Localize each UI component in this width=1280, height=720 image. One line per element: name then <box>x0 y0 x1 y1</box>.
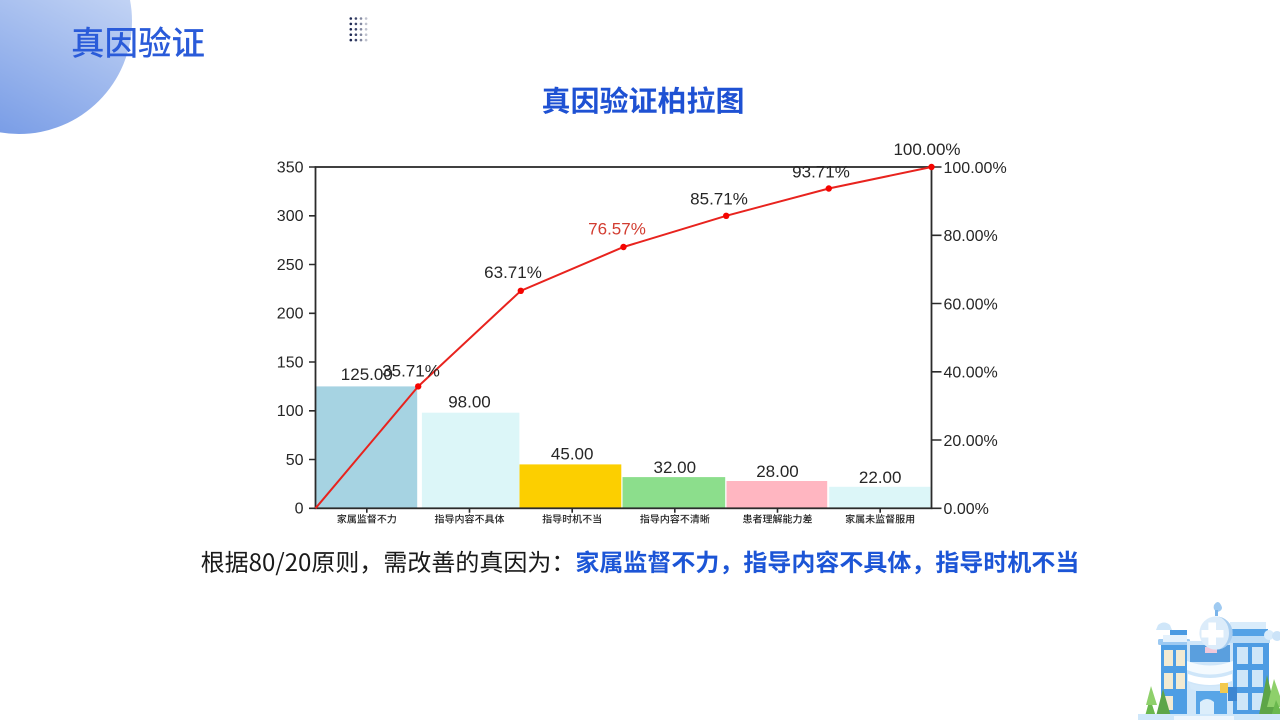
svg-text:125.00: 125.00 <box>341 365 393 384</box>
svg-text:100.00%: 100.00% <box>893 140 960 159</box>
svg-text:200: 200 <box>277 306 304 323</box>
svg-text:0.00%: 0.00% <box>944 501 989 518</box>
svg-text:100.00%: 100.00% <box>944 160 1007 177</box>
svg-text:80.00%: 80.00% <box>944 228 998 245</box>
svg-text:300: 300 <box>277 208 304 225</box>
svg-text:100: 100 <box>277 403 304 420</box>
svg-text:93.71%: 93.71% <box>792 163 850 182</box>
svg-text:63.71%: 63.71% <box>484 263 542 282</box>
svg-text:45.00: 45.00 <box>551 445 594 464</box>
svg-text:20.00%: 20.00% <box>944 433 998 450</box>
svg-text:350: 350 <box>277 159 304 176</box>
svg-text:40.00%: 40.00% <box>944 365 998 382</box>
svg-text:250: 250 <box>277 257 304 274</box>
svg-text:22.00: 22.00 <box>859 468 902 487</box>
svg-text:85.71%: 85.71% <box>690 190 748 209</box>
svg-text:98.00: 98.00 <box>448 393 491 412</box>
svg-text:60.00%: 60.00% <box>944 296 998 313</box>
svg-text:32.00: 32.00 <box>654 458 697 477</box>
svg-text:76.57%: 76.57% <box>588 220 646 239</box>
svg-text:50: 50 <box>286 452 304 469</box>
svg-text:28.00: 28.00 <box>756 462 799 481</box>
svg-text:150: 150 <box>277 354 304 371</box>
svg-text:35.71%: 35.71% <box>382 362 440 381</box>
svg-text:0: 0 <box>295 501 304 518</box>
